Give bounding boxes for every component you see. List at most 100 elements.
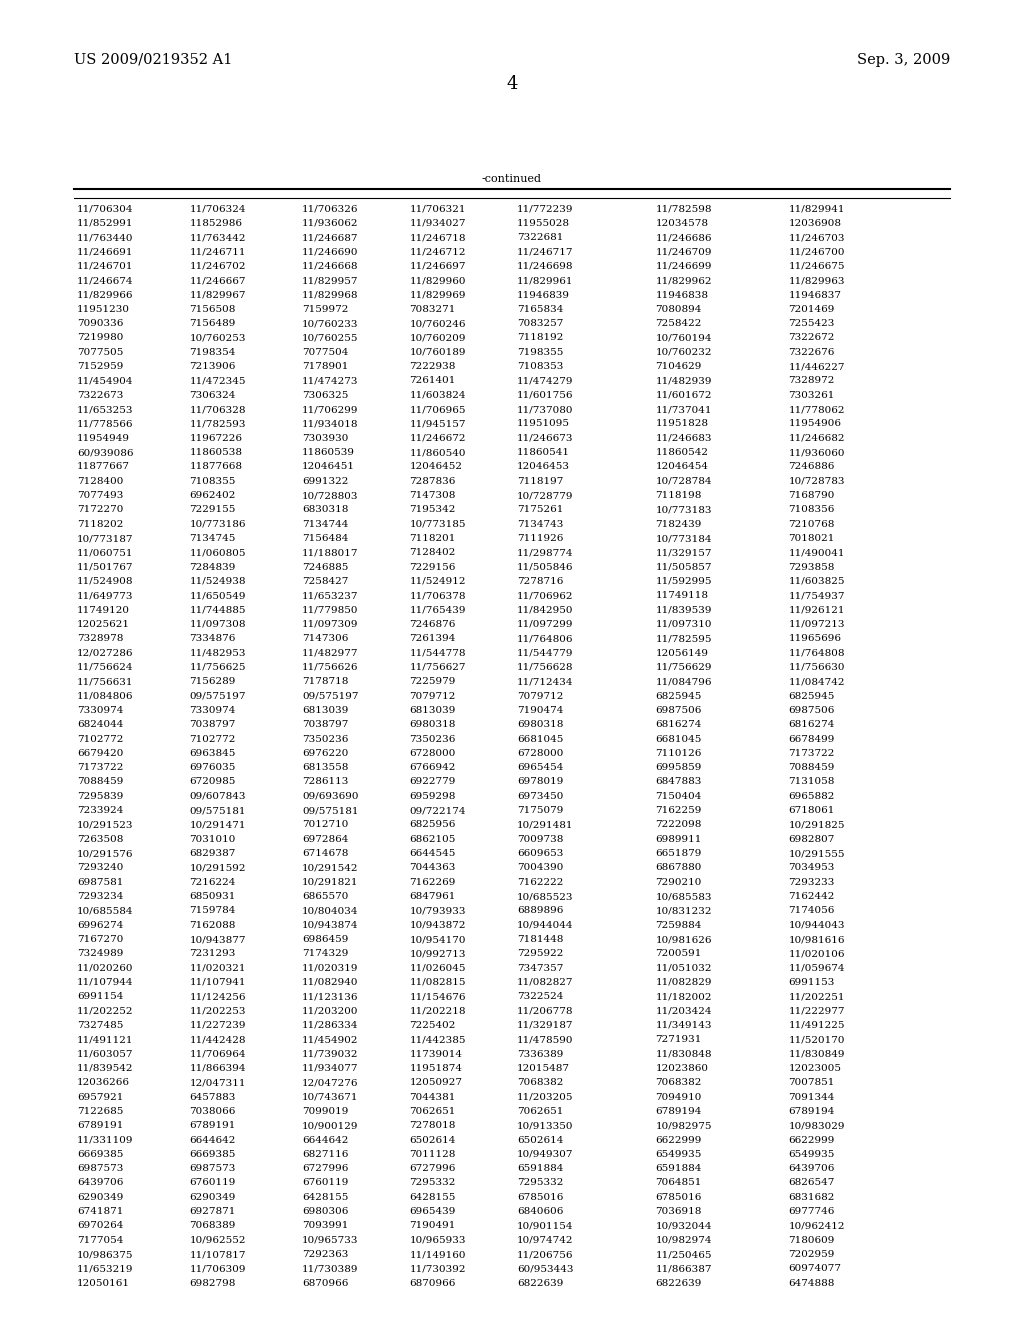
Text: 6609653: 6609653	[517, 849, 563, 858]
Text: 6957921: 6957921	[77, 1093, 123, 1102]
Text: 7156508: 7156508	[189, 305, 236, 314]
Text: 6549935: 6549935	[788, 1150, 835, 1159]
Text: 6591884: 6591884	[517, 1164, 563, 1173]
Text: 10/965933: 10/965933	[410, 1236, 466, 1245]
Text: -continued: -continued	[482, 174, 542, 185]
Text: 10/793933: 10/793933	[410, 907, 466, 915]
Text: 11/603825: 11/603825	[788, 577, 845, 586]
Text: 7287836: 7287836	[410, 477, 456, 486]
Text: 11/051032: 11/051032	[655, 964, 712, 973]
Text: 6428155: 6428155	[410, 1193, 456, 1201]
Text: 7336389: 7336389	[517, 1049, 563, 1059]
Text: 12056149: 12056149	[655, 648, 709, 657]
Text: 11/246712: 11/246712	[410, 248, 466, 256]
Text: 7202959: 7202959	[788, 1250, 835, 1259]
Text: 7102772: 7102772	[189, 734, 236, 743]
Text: 11/934077: 11/934077	[302, 1064, 358, 1073]
Text: 11/829961: 11/829961	[517, 276, 573, 285]
Text: 7038066: 7038066	[189, 1107, 236, 1115]
Text: 11955028: 11955028	[517, 219, 570, 228]
Text: 10/291542: 10/291542	[302, 863, 358, 873]
Text: 7118202: 7118202	[77, 520, 123, 529]
Text: 11/206778: 11/206778	[517, 1007, 573, 1015]
Text: 7034953: 7034953	[788, 863, 835, 873]
Text: 11/107941: 11/107941	[189, 978, 246, 987]
Text: 6502614: 6502614	[410, 1135, 456, 1144]
Text: 11/756627: 11/756627	[410, 663, 466, 672]
Text: 7175079: 7175079	[517, 807, 563, 816]
Text: 11877668: 11877668	[189, 462, 243, 471]
Text: 11/830848: 11/830848	[655, 1049, 712, 1059]
Text: 10/728779: 10/728779	[517, 491, 573, 500]
Text: 7011128: 7011128	[410, 1150, 456, 1159]
Text: 7278716: 7278716	[517, 577, 563, 586]
Text: 11/706321: 11/706321	[410, 205, 466, 214]
Text: 7303930: 7303930	[302, 434, 348, 442]
Text: 7327485: 7327485	[77, 1020, 123, 1030]
Text: 6831682: 6831682	[788, 1193, 835, 1201]
Text: 7156489: 7156489	[189, 319, 236, 329]
Text: 11/501767: 11/501767	[77, 562, 133, 572]
Text: 6987506: 6987506	[655, 706, 701, 715]
Text: 6813039: 6813039	[302, 706, 348, 715]
Text: 12046454: 12046454	[655, 462, 709, 471]
Text: Sep. 3, 2009: Sep. 3, 2009	[857, 53, 950, 67]
Text: 7295922: 7295922	[517, 949, 563, 958]
Text: 10/982974: 10/982974	[655, 1236, 712, 1245]
Text: 11739014: 11739014	[410, 1049, 463, 1059]
Text: 11/706309: 11/706309	[189, 1265, 246, 1274]
Text: 11/059674: 11/059674	[788, 964, 845, 973]
Text: 7195342: 7195342	[410, 506, 456, 515]
Text: 6669385: 6669385	[77, 1150, 123, 1159]
Text: 6720985: 6720985	[189, 777, 236, 787]
Text: 6980318: 6980318	[517, 721, 563, 729]
Text: 11/203205: 11/203205	[517, 1093, 573, 1102]
Text: 11/222977: 11/222977	[788, 1007, 845, 1015]
Text: 7162259: 7162259	[655, 807, 701, 816]
Text: 11/739032: 11/739032	[302, 1049, 358, 1059]
Text: 11/829960: 11/829960	[410, 276, 466, 285]
Text: 11/524938: 11/524938	[189, 577, 246, 586]
Text: 7068382: 7068382	[517, 1078, 563, 1088]
Text: 10/981616: 10/981616	[788, 935, 845, 944]
Text: 10/944043: 10/944043	[788, 921, 845, 929]
Text: 11/764808: 11/764808	[788, 648, 845, 657]
Text: 6850931: 6850931	[189, 892, 236, 902]
Text: 6290349: 6290349	[189, 1193, 236, 1201]
Text: 6980318: 6980318	[410, 721, 456, 729]
Text: 11/603057: 11/603057	[77, 1049, 133, 1059]
Text: 11/936060: 11/936060	[788, 447, 845, 457]
Text: 11860541: 11860541	[517, 447, 570, 457]
Text: 11/331109: 11/331109	[77, 1135, 133, 1144]
Text: 7322673: 7322673	[77, 391, 123, 400]
Text: 10/760253: 10/760253	[189, 334, 246, 342]
Text: 11/246699: 11/246699	[655, 261, 712, 271]
Text: 11/097309: 11/097309	[302, 620, 358, 628]
Text: 11/082829: 11/082829	[655, 978, 712, 987]
Text: 11/490041: 11/490041	[788, 548, 845, 557]
Text: 11860539: 11860539	[302, 447, 355, 457]
Text: 10/685584: 10/685584	[77, 907, 133, 915]
Text: 11954949: 11954949	[77, 434, 130, 442]
Text: 7134743: 7134743	[517, 520, 563, 529]
Text: 11/149160: 11/149160	[410, 1250, 466, 1259]
Text: 7173722: 7173722	[788, 748, 835, 758]
Text: 7328972: 7328972	[788, 376, 835, 385]
Text: 7111926: 7111926	[517, 535, 563, 543]
Text: 4: 4	[506, 75, 518, 94]
Text: 11/653219: 11/653219	[77, 1265, 133, 1274]
Text: 11/706326: 11/706326	[302, 205, 358, 214]
Text: 11/829969: 11/829969	[410, 290, 466, 300]
Text: 10/760233: 10/760233	[302, 319, 358, 329]
Text: 7292363: 7292363	[302, 1250, 348, 1259]
Text: 7322676: 7322676	[788, 348, 835, 356]
Text: 6766942: 6766942	[410, 763, 456, 772]
Text: 7004390: 7004390	[517, 863, 563, 873]
Text: 10/804034: 10/804034	[302, 907, 358, 915]
Text: 7330974: 7330974	[77, 706, 123, 715]
Text: 7118192: 7118192	[517, 334, 563, 342]
Text: 11951095: 11951095	[517, 420, 570, 429]
Text: 10/943877: 10/943877	[189, 935, 246, 944]
Text: 11/706965: 11/706965	[410, 405, 466, 414]
Text: 11946839: 11946839	[517, 290, 570, 300]
